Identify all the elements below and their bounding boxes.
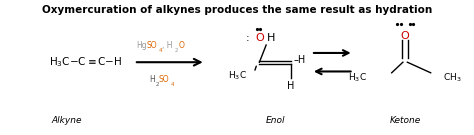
Text: , H: , H	[162, 40, 172, 50]
Text: Enol: Enol	[265, 116, 285, 125]
Text: H$_3$C: H$_3$C	[228, 69, 247, 82]
Text: H: H	[267, 33, 275, 43]
Text: SO: SO	[158, 75, 169, 84]
Text: 2: 2	[175, 48, 179, 53]
Text: Ketone: Ketone	[390, 116, 421, 125]
Text: Alkyne: Alkyne	[51, 116, 82, 125]
Text: H: H	[150, 75, 155, 84]
Text: H$_3$C$-$C$\equiv$C$-$H: H$_3$C$-$C$\equiv$C$-$H	[49, 55, 122, 69]
Text: O: O	[255, 33, 264, 43]
Text: 4: 4	[159, 48, 163, 53]
Text: Hg: Hg	[136, 40, 147, 50]
Text: H: H	[287, 81, 294, 91]
Text: O: O	[401, 31, 410, 41]
Text: CH$_3$: CH$_3$	[443, 72, 462, 84]
Text: 4: 4	[171, 82, 174, 87]
Text: –H: –H	[293, 55, 305, 65]
Text: SO: SO	[146, 40, 157, 50]
Text: Oxymercuration of alkynes produces the same result as hydration: Oxymercuration of alkynes produces the s…	[42, 5, 432, 15]
Text: :: :	[246, 33, 250, 43]
Text: 2: 2	[155, 82, 159, 87]
Text: O: O	[178, 40, 184, 50]
Text: H$_3$C: H$_3$C	[348, 72, 367, 84]
